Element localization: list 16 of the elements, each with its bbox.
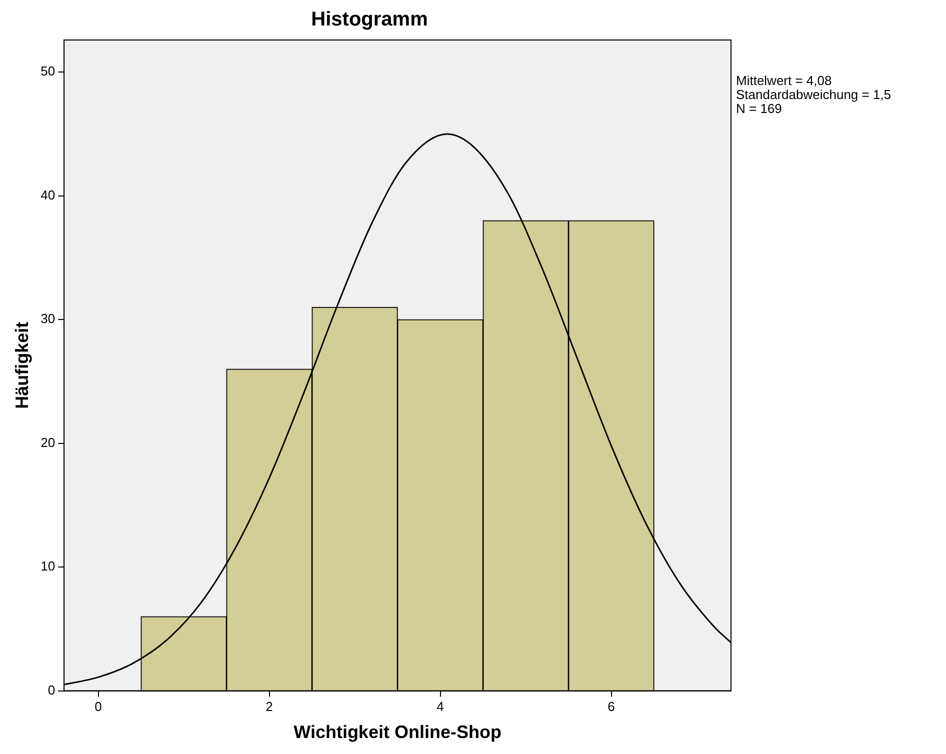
- y-tick-label: 40: [40, 187, 56, 202]
- y-tick-label: 50: [40, 64, 56, 79]
- text: N = 169: [736, 101, 782, 116]
- y-tick-label: 30: [40, 311, 56, 326]
- x-tick-label: 6: [608, 699, 615, 714]
- text: Standardabweichung = 1,5: [736, 87, 892, 102]
- x-axis-title: Wichtigkeit Online-Shop: [294, 722, 502, 742]
- x-tick-label: 4: [436, 699, 444, 714]
- y-tick-label: 10: [40, 558, 56, 574]
- y-tick-label: 20: [40, 434, 56, 450]
- x-tick-label: 2: [266, 699, 273, 714]
- x-tick-label: 0: [94, 699, 102, 714]
- chart-title: Histogramm: [311, 8, 428, 31]
- y-tick-label: 0: [48, 682, 56, 698]
- y-axis-title: Häufigkeit: [12, 322, 32, 409]
- text: Mittelwert = 4,08: [736, 73, 833, 88]
